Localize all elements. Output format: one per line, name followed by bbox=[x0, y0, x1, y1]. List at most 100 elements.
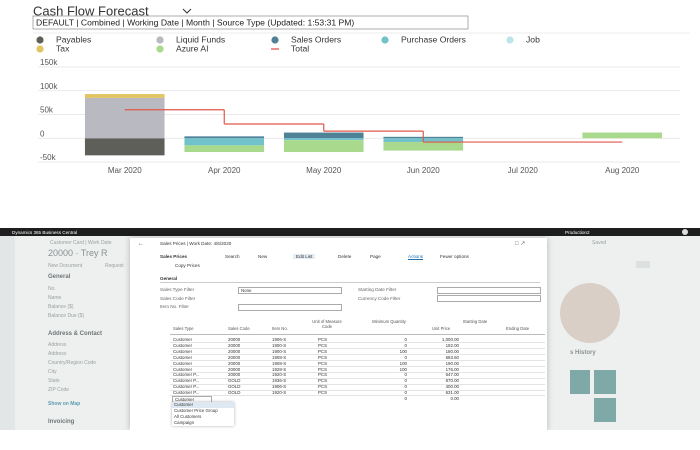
table-cell: 0 bbox=[404, 337, 407, 342]
avatar[interactable] bbox=[682, 229, 688, 235]
chart-title: Cash Flow Forecast bbox=[33, 3, 149, 18]
legend-swatch bbox=[156, 36, 164, 44]
tile[interactable] bbox=[594, 398, 616, 422]
table-cell: Customer bbox=[173, 354, 193, 360]
column-header: Starting Date bbox=[462, 319, 488, 324]
action-button[interactable]: Delete bbox=[338, 254, 352, 259]
legend-swatch bbox=[36, 36, 44, 44]
action-button[interactable]: Search bbox=[225, 254, 240, 259]
filter-bar[interactable] bbox=[32, 15, 469, 30]
breadcrumb: Customer Card | Work Date bbox=[50, 240, 112, 246]
dropdown-option[interactable]: Campaign bbox=[174, 420, 195, 425]
bar-segment bbox=[283, 138, 364, 141]
table-cell: PCS bbox=[318, 354, 328, 360]
customer-picture bbox=[560, 283, 620, 343]
edit-type: Customer bbox=[175, 396, 195, 402]
copy-prices[interactable]: Copy Prices bbox=[175, 263, 200, 268]
table-cell: Customer P... bbox=[173, 372, 200, 378]
section-title: Address & Contact bbox=[48, 331, 103, 337]
row-rule bbox=[170, 360, 545, 361]
row-rule bbox=[170, 354, 545, 356]
field-label: ZIP Code bbox=[48, 387, 70, 393]
table-cell: PCS bbox=[318, 360, 328, 366]
table-cell: PCS bbox=[318, 337, 328, 342]
filter-input[interactable] bbox=[437, 286, 541, 294]
action-button[interactable]: Edit List bbox=[293, 254, 316, 259]
field-label: Name bbox=[48, 295, 62, 301]
column-header: Item No. bbox=[272, 326, 288, 331]
table-cell: 400.00 bbox=[445, 384, 459, 390]
environment: Production2 bbox=[565, 229, 590, 235]
section-title: General bbox=[48, 274, 71, 280]
table-cell: 647.00 bbox=[445, 372, 459, 378]
type-dropdown[interactable]: Customer Customer Price Group All Customer… bbox=[172, 402, 234, 426]
action[interactable]: Request bbox=[105, 263, 124, 269]
filter-label: Currency Code Filter bbox=[358, 295, 401, 301]
tile[interactable] bbox=[594, 370, 616, 394]
action-button[interactable]: New bbox=[258, 254, 268, 259]
action-button[interactable]: Actions bbox=[408, 254, 424, 259]
action-button[interactable]: Page bbox=[370, 254, 381, 259]
table-cell: 631.00 bbox=[445, 390, 459, 396]
bar-segment bbox=[283, 132, 364, 139]
legend-swatch bbox=[271, 36, 279, 44]
back-arrow[interactable]: ← bbox=[138, 241, 144, 247]
table-cell: PCS bbox=[318, 348, 328, 354]
table-cell: 180.00 bbox=[445, 348, 459, 354]
section-rule bbox=[160, 282, 540, 283]
section-title: Invoicing bbox=[48, 419, 75, 425]
window-controls[interactable]: □ ↗ bbox=[515, 241, 526, 247]
filter-label: Item No. Filter bbox=[160, 304, 189, 309]
table-cell: 0 bbox=[404, 378, 407, 384]
legend-label: Purchase Orders bbox=[401, 34, 466, 44]
filter-input[interactable] bbox=[437, 295, 541, 302]
column-header: Ending Date bbox=[506, 326, 530, 331]
bar-segment bbox=[84, 138, 165, 156]
table-cell: PCS bbox=[318, 390, 328, 396]
table-cell: 192.00 bbox=[445, 342, 459, 348]
table-cell: 1920-S bbox=[272, 372, 287, 378]
row-rule bbox=[170, 395, 545, 397]
y-tick-label: 0 bbox=[40, 129, 45, 138]
x-tick-label: Jun 2020 bbox=[407, 166, 440, 175]
chart-subtitle: DEFAULT | Combined | Working Date | Mont… bbox=[36, 17, 354, 27]
table-cell: PCS bbox=[318, 384, 328, 390]
table-cell: Customer bbox=[173, 366, 193, 372]
dropdown-option[interactable]: Customer Price Group bbox=[174, 408, 218, 413]
filter-input[interactable]: None bbox=[238, 286, 342, 294]
table-cell: GOLD bbox=[228, 390, 241, 396]
map-link[interactable]: Show on Map bbox=[48, 401, 81, 407]
filter-input[interactable] bbox=[238, 303, 342, 311]
filter-label: Sales Type Filter bbox=[160, 287, 195, 292]
section-title: General bbox=[160, 276, 178, 281]
field-label: Address bbox=[48, 342, 67, 348]
title-chevron[interactable] bbox=[182, 8, 192, 14]
sales-prices-dialog: ← Sales Prices | Work Date: 4/6/2020 □ ↗… bbox=[130, 238, 547, 430]
app-screenshot: Dynamics 365 Business Central Production… bbox=[0, 228, 700, 430]
row-rule bbox=[170, 389, 545, 391]
column-header: Unit of Measure Code bbox=[312, 319, 342, 329]
x-tick-label: Apr 2020 bbox=[208, 166, 241, 175]
table-cell: 1906-S bbox=[272, 384, 287, 390]
dropdown-option[interactable]: Customer bbox=[172, 402, 234, 408]
edit-price: 0.00 bbox=[450, 396, 459, 401]
y-tick-label: 150k bbox=[40, 58, 58, 67]
table-cell: Customer bbox=[173, 360, 193, 366]
action-button[interactable]: Fewer options bbox=[440, 254, 469, 259]
x-tick-label: May 2020 bbox=[306, 166, 342, 175]
bar-segment bbox=[84, 97, 165, 139]
table-cell: 0 bbox=[404, 372, 407, 378]
bar-segment bbox=[84, 94, 165, 98]
table-cell: GOLD bbox=[228, 384, 241, 390]
table-cell: 0 bbox=[404, 390, 407, 396]
dropdown-option[interactable]: All Customers bbox=[174, 414, 202, 419]
action[interactable]: New Document bbox=[48, 263, 83, 269]
search-box[interactable] bbox=[636, 261, 650, 268]
x-tick-label: Jul 2020 bbox=[508, 166, 539, 175]
action-button[interactable]: Sales Prices bbox=[160, 254, 188, 259]
field-label: City bbox=[48, 369, 57, 375]
y-tick-label: 100k bbox=[40, 82, 58, 91]
legend-swatch bbox=[381, 36, 389, 44]
filter-label: Sales Code Filter bbox=[160, 295, 196, 301]
tile[interactable] bbox=[570, 370, 590, 394]
